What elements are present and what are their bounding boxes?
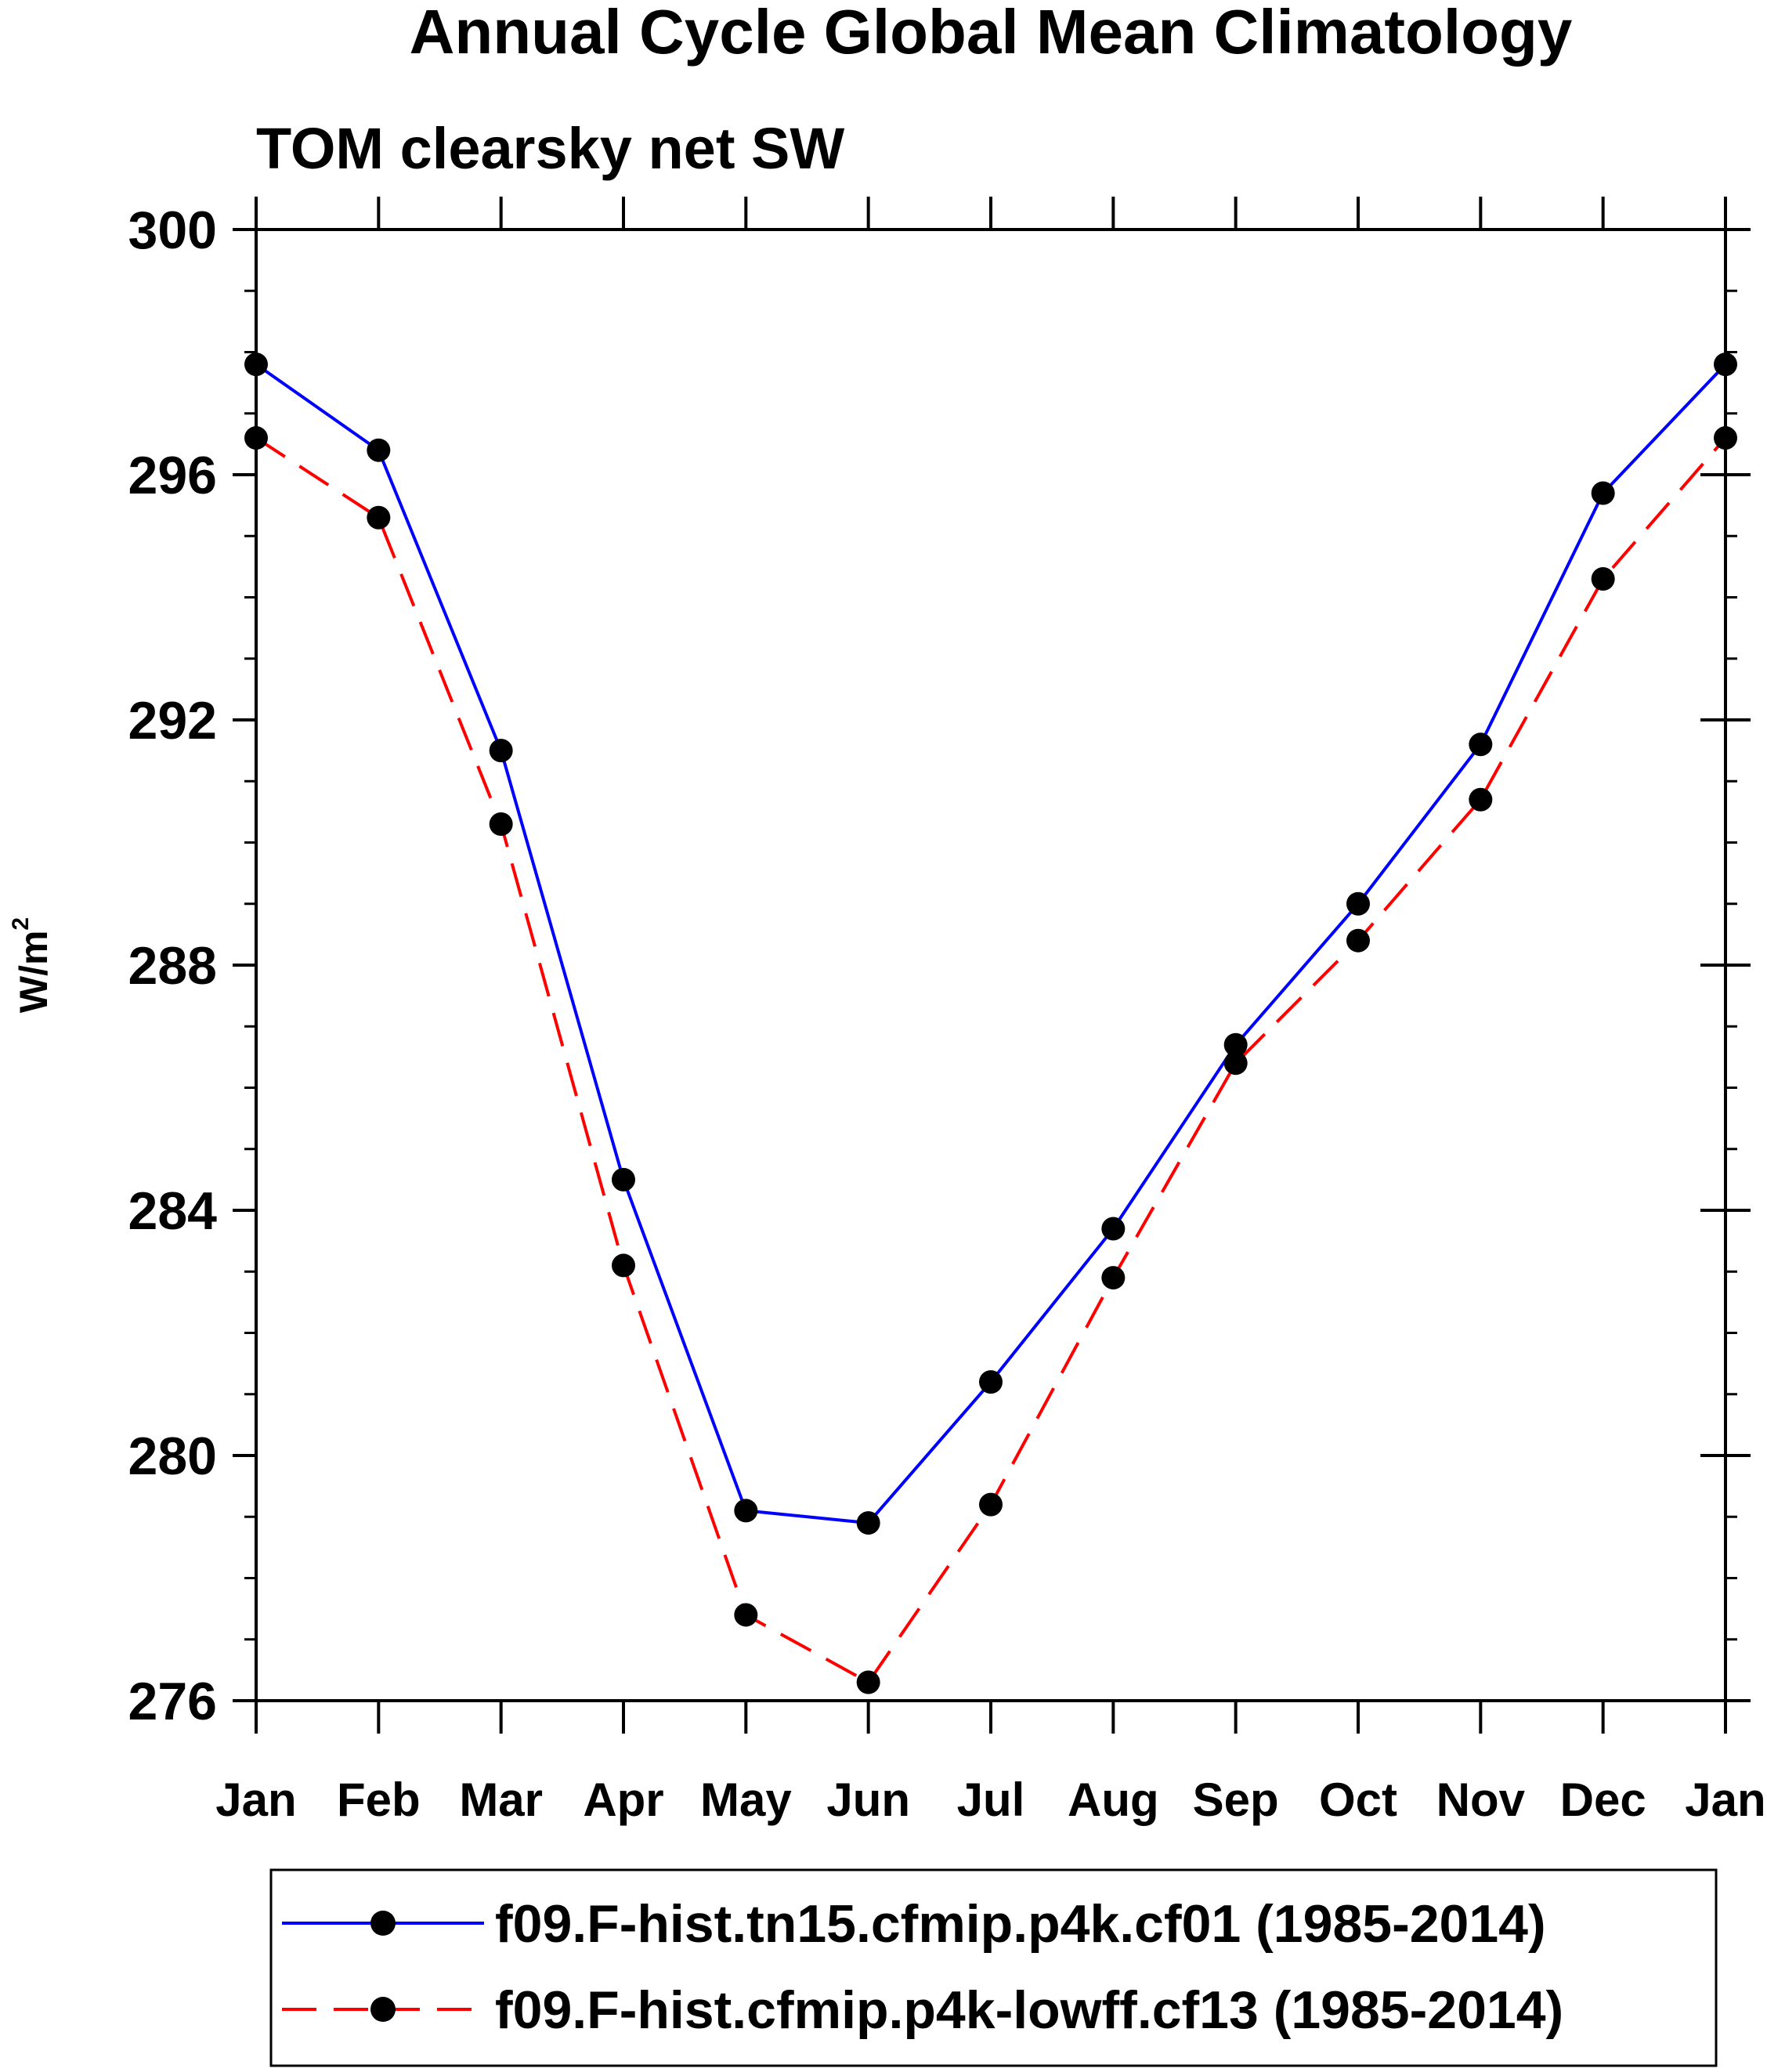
y-axis-title: W/m2 — [8, 917, 56, 1013]
legend: f09.F-hist.tn15.cfmip.p4k.cf01 (1985-201… — [269, 1868, 1718, 2067]
x-tick-label: Mar — [459, 1774, 543, 1826]
y-tick-label: 280 — [128, 1427, 217, 1486]
legend-label: f09.F-hist.cfmip.p4k-lowff.cf13 (1985-20… — [495, 1980, 1563, 2040]
y-tick-label: 284 — [128, 1181, 218, 1241]
y-tick-label: 292 — [128, 691, 217, 750]
data-point-series-2 — [612, 1253, 635, 1278]
major-ticks — [233, 197, 1751, 1734]
data-point-series-1 — [489, 739, 513, 763]
y-tick-label: 296 — [128, 446, 217, 505]
data-point-series-2 — [1223, 1051, 1248, 1076]
data-point-series-1 — [1346, 891, 1370, 916]
x-tick-label: Sep — [1193, 1774, 1279, 1826]
data-point-series-1 — [734, 1499, 758, 1523]
x-tick-label: May — [700, 1774, 792, 1826]
x-tick-label: Jun — [826, 1774, 910, 1826]
x-tick-label: Nov — [1436, 1774, 1526, 1826]
data-point-series-1 — [367, 438, 391, 462]
data-point-series-2 — [1101, 1266, 1126, 1290]
data-point-series-1 — [1223, 1032, 1248, 1057]
x-tick-label: Oct — [1319, 1774, 1397, 1826]
data-point-series-1 — [1591, 481, 1615, 505]
x-tick-label: Jan — [1685, 1774, 1765, 1826]
legend-swatch-marker — [370, 1997, 396, 2022]
data-point-series-2 — [856, 1670, 880, 1694]
legend-box — [269, 1868, 1718, 2067]
plot-frame — [255, 228, 1727, 1702]
data-point-series-2 — [979, 1492, 1003, 1517]
data-point-series-2 — [1346, 928, 1370, 953]
series-lines — [255, 363, 1727, 1684]
data-point-series-2 — [1469, 787, 1493, 812]
data-point-series-1 — [1469, 732, 1493, 757]
x-tick-label: Jan — [215, 1774, 296, 1826]
series-markers — [244, 353, 1737, 1694]
y-tick-label: 300 — [128, 201, 217, 260]
data-point-series-1 — [979, 1370, 1003, 1394]
data-point-series-1 — [856, 1511, 880, 1535]
x-tick-label: Aug — [1068, 1774, 1159, 1826]
chart-subtitle: TOM clearsky net SW — [256, 116, 844, 181]
minor-ticks — [244, 289, 1737, 1641]
data-point-series-2 — [489, 812, 513, 837]
legend-item-1: f09.F-hist.tn15.cfmip.p4k.cf01 (1985-201… — [282, 1894, 1546, 1954]
data-point-series-1 — [1101, 1217, 1126, 1241]
y-axis-unit: W/m — [12, 931, 56, 1014]
x-tick-label: Apr — [583, 1774, 663, 1826]
y-axis-unit-superscript: 2 — [8, 917, 34, 931]
y-tick-labels: 276 280 284 288 292 296 300 — [128, 201, 218, 1731]
data-point-series-2 — [1591, 567, 1615, 591]
x-tick-label: Dec — [1560, 1774, 1646, 1826]
legend-label: f09.F-hist.tn15.cfmip.p4k.cf01 (1985-201… — [495, 1894, 1546, 1954]
legend-swatch-marker — [370, 1911, 396, 1936]
data-point-series-2 — [367, 505, 391, 530]
legend-item-2: f09.F-hist.cfmip.p4k-lowff.cf13 (1985-20… — [282, 1980, 1563, 2040]
series-line-1 — [255, 363, 1727, 1525]
chart-title: Annual Cycle Global Mean Climatology — [410, 0, 1573, 67]
y-tick-label: 276 — [128, 1672, 217, 1731]
x-tick-label: Feb — [337, 1774, 421, 1826]
data-point-series-2 — [734, 1603, 758, 1627]
y-tick-label: 288 — [128, 936, 217, 996]
x-tick-label: Jul — [957, 1774, 1025, 1826]
data-point-series-1 — [612, 1167, 635, 1191]
x-tick-labels: Jan Feb Mar Apr May Jun Jul Aug Sep Oct Nov Dec Jan — [215, 1774, 1765, 1826]
y-axis-title-text: W/m2 — [8, 917, 56, 1013]
